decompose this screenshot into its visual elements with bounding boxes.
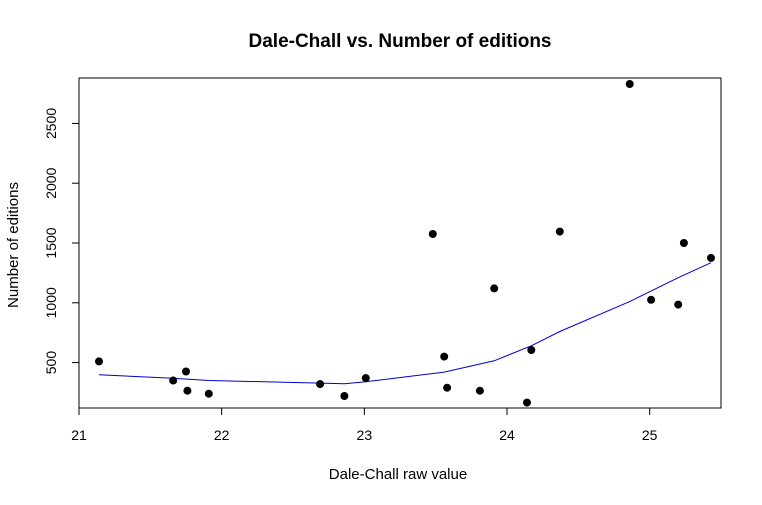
- plot-frame: [78, 77, 722, 409]
- data-point: [527, 346, 536, 354]
- data-point: [361, 374, 370, 383]
- y-tick-label: 1500: [43, 227, 59, 258]
- x-tick-label: 24: [499, 427, 515, 443]
- data-point: [204, 389, 213, 398]
- data-point: [707, 253, 715, 262]
- data-point: [183, 386, 192, 395]
- data-point: [679, 239, 688, 247]
- data-point: [169, 376, 178, 385]
- y-tick-label: 2500: [43, 108, 59, 139]
- y-axis-label: Number of editions: [5, 182, 22, 308]
- data-point: [95, 357, 103, 366]
- x-axis: 21 22 23 24 25: [71, 407, 658, 443]
- data-points: [95, 80, 715, 407]
- data-point: [316, 380, 325, 389]
- data-point: [523, 398, 531, 407]
- data-point: [443, 383, 452, 392]
- y-tick-label: 1000: [43, 287, 59, 318]
- x-tick-label: 22: [214, 427, 230, 443]
- trend-line: [98, 262, 712, 385]
- data-point: [490, 284, 499, 293]
- data-point: [674, 300, 683, 309]
- data-point: [440, 352, 449, 361]
- y-axis: 500 1000 1500 2000 2500: [43, 108, 80, 375]
- y-tick-label: 2000: [43, 167, 59, 198]
- x-tick-label: 25: [642, 427, 658, 443]
- chart-title: Dale-Chall vs. Number of editions: [249, 31, 552, 52]
- data-point: [625, 80, 634, 88]
- data-point: [182, 367, 190, 376]
- data-point: [340, 392, 349, 400]
- data-point: [475, 386, 484, 395]
- x-axis-label: Dale-Chall raw value: [329, 466, 467, 483]
- data-point: [555, 227, 564, 236]
- data-point: [647, 295, 656, 304]
- y-tick-label: 500: [43, 351, 59, 375]
- x-tick-label: 21: [71, 427, 87, 443]
- data-point: [428, 230, 437, 238]
- x-tick-label: 23: [357, 427, 373, 443]
